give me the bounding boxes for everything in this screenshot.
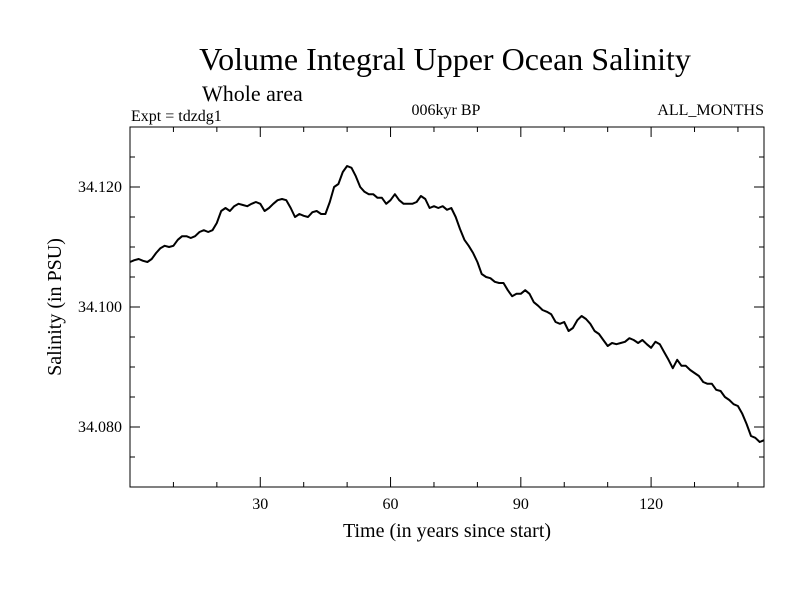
x-axis-label: Time (in years since start) bbox=[343, 520, 551, 542]
axis-tick-labels: 30 60 90 120 34.080 34.100 34.120 bbox=[78, 179, 663, 513]
chart-title: Volume Integral Upper Ocean Salinity bbox=[199, 41, 691, 77]
axis-ticks bbox=[130, 127, 764, 487]
x-tick-label: 60 bbox=[383, 496, 399, 513]
expt-label: Expt = tdzdg1 bbox=[131, 108, 222, 125]
x-tick-label: 30 bbox=[252, 496, 268, 513]
period-label: 006kyr BP bbox=[412, 102, 481, 119]
plot-frame bbox=[129, 126, 765, 488]
x-tick-label: 90 bbox=[513, 496, 529, 513]
y-tick-label: 34.100 bbox=[78, 299, 122, 316]
salinity-line bbox=[129, 165, 765, 443]
months-label: ALL_MONTHS bbox=[657, 102, 764, 119]
y-axis-label: Salinity (in PSU) bbox=[44, 238, 66, 376]
y-tick-label: 34.080 bbox=[78, 419, 122, 436]
chart-subtitle: Whole area bbox=[202, 81, 303, 106]
y-tick-label: 34.120 bbox=[78, 179, 122, 196]
x-tick-label: 120 bbox=[639, 496, 663, 513]
